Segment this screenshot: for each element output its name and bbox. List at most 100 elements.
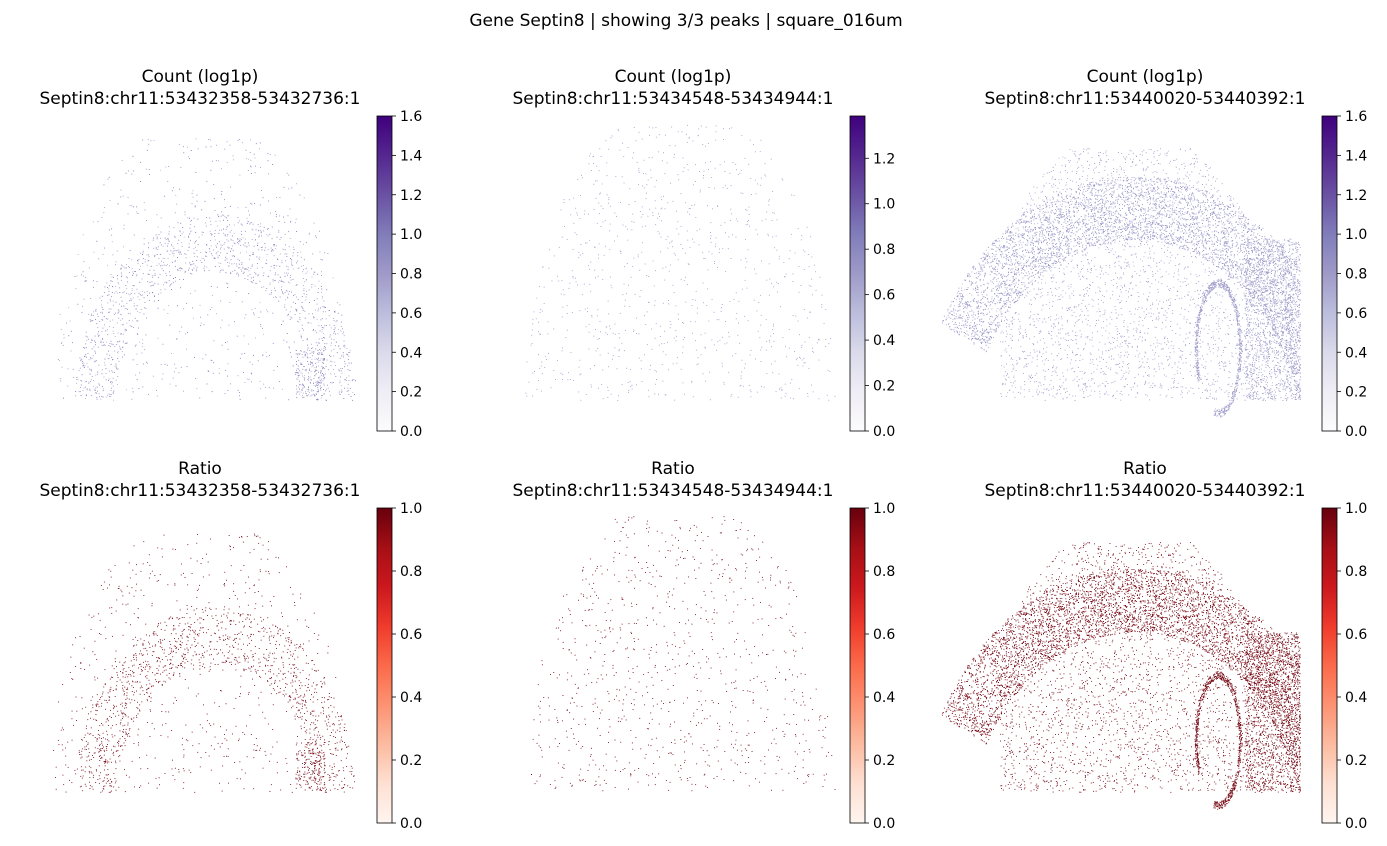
scatter-point — [104, 292, 105, 293]
scatter-point — [88, 367, 89, 368]
scatter-point — [179, 331, 180, 332]
scatter-point — [236, 274, 237, 275]
scatter-point — [181, 242, 182, 243]
scatter-point — [192, 308, 193, 309]
scatter-point — [87, 389, 88, 390]
scatter-point — [288, 231, 289, 232]
scatter-point — [167, 246, 168, 247]
scatter-point — [185, 334, 186, 335]
scatter-point — [89, 389, 90, 390]
scatter-point — [249, 215, 250, 216]
scatter-point — [122, 318, 123, 319]
scatter-point — [234, 256, 235, 257]
scatter-point — [342, 373, 343, 374]
scatter-point — [130, 300, 131, 301]
scatter-point — [313, 329, 314, 330]
scatter-point — [238, 375, 239, 376]
scatter-point — [304, 197, 305, 198]
scatter-point — [222, 320, 223, 321]
scatter-point — [188, 270, 189, 271]
scatter-point — [106, 373, 107, 374]
scatter-point — [329, 325, 330, 326]
scatter-point — [228, 241, 229, 242]
scatter-point — [287, 173, 288, 174]
scatter-point — [303, 285, 304, 286]
scatter-point — [238, 243, 239, 244]
scatter-point — [290, 311, 291, 312]
scatter-point — [221, 244, 222, 245]
scatter-point — [212, 255, 213, 256]
scatter-point — [220, 249, 221, 250]
scatter-point — [266, 352, 267, 353]
scatter-point — [260, 381, 261, 382]
scatter-point — [229, 325, 230, 326]
scatter-point — [228, 248, 229, 249]
scatter-point — [241, 239, 242, 240]
scatter-point — [317, 319, 318, 320]
scatter-point — [83, 390, 84, 391]
scatter-point — [288, 188, 289, 189]
scatter-point — [263, 197, 264, 198]
scatter-point — [195, 205, 196, 206]
scatter-point — [320, 331, 321, 332]
scatter-point — [247, 379, 248, 380]
scatter-point — [258, 360, 259, 361]
scatter-point — [76, 383, 77, 384]
scatter-point — [272, 238, 273, 239]
scatter-point — [239, 392, 240, 393]
scatter-point — [299, 313, 300, 314]
scatter-point — [331, 339, 332, 340]
scatter-point — [62, 367, 63, 368]
scatter-point — [160, 274, 161, 275]
scatter-point — [63, 334, 64, 335]
scatter-point — [283, 340, 284, 341]
scatter-point — [90, 319, 91, 320]
scatter-point — [137, 333, 138, 334]
scatter-point — [326, 343, 327, 344]
scatter-point — [144, 238, 145, 239]
scatter-point — [241, 231, 242, 232]
scatter-point — [196, 138, 197, 139]
scatter-point — [149, 300, 150, 301]
scatter-point — [293, 295, 294, 296]
scatter-point — [196, 260, 197, 261]
scatter-point — [251, 173, 252, 174]
scatter-point — [123, 196, 124, 197]
scatter-point — [278, 282, 279, 283]
scatter-point — [79, 391, 80, 392]
scatter-point — [220, 220, 221, 221]
scatter-point — [262, 250, 263, 251]
scatter-point — [174, 371, 175, 372]
scatter-point — [226, 227, 227, 228]
scatter-point — [289, 347, 290, 348]
scatter-point — [251, 281, 252, 282]
scatter-point — [108, 358, 109, 359]
scatter-point — [142, 339, 143, 340]
scatter-point — [81, 395, 82, 396]
scatter-point — [180, 167, 181, 168]
scatter-point — [195, 265, 196, 266]
scatter-point — [241, 264, 242, 265]
scatter-point — [309, 313, 310, 314]
scatter-point — [179, 254, 180, 255]
scatter-point — [344, 379, 345, 380]
scatter-point — [268, 236, 269, 237]
scatter-point — [258, 249, 259, 250]
scatter-point — [210, 309, 211, 310]
scatter-point — [293, 279, 294, 280]
scatter-point — [236, 291, 237, 292]
scatter-point — [242, 142, 243, 143]
scatter-point — [283, 217, 284, 218]
scatter-point — [213, 362, 214, 363]
scatter-point — [134, 293, 135, 294]
scatter-point — [231, 248, 232, 249]
scatter-point — [128, 313, 129, 314]
scatter-point — [75, 395, 76, 396]
scatter-point — [333, 333, 334, 334]
scatter-point — [278, 232, 279, 233]
scatter-point — [120, 349, 121, 350]
scatter-point — [131, 293, 132, 294]
scatter-point — [318, 399, 319, 400]
scatter-point — [200, 305, 201, 306]
scatter-point — [103, 212, 104, 213]
